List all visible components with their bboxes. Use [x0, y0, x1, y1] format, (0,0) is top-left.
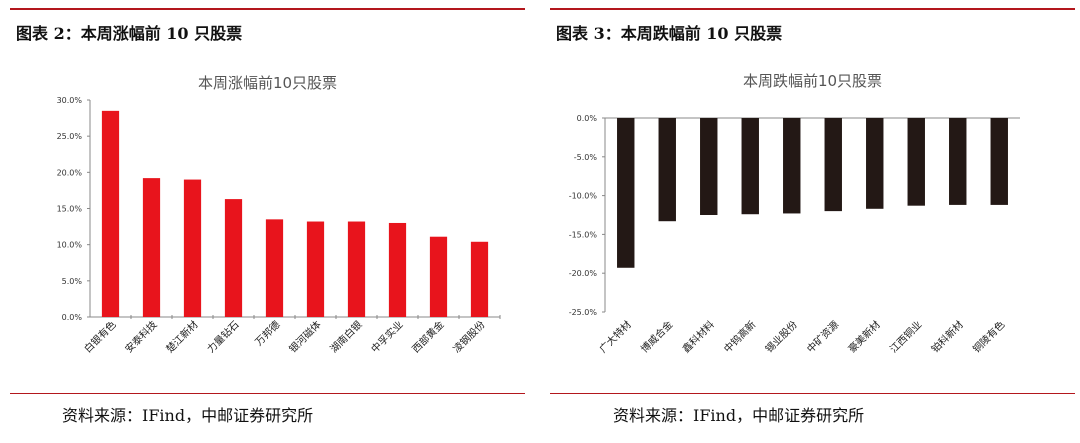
- left-bottom-rule: [10, 393, 525, 394]
- gainers-y-tick-label: 30.0%: [57, 96, 83, 105]
- gainers-y-tick-label: 25.0%: [57, 132, 83, 141]
- losers-bar: [866, 118, 884, 209]
- left-figure-title: 图表 2：本周涨幅前 10 只股票: [16, 24, 243, 43]
- losers-bar: [824, 118, 842, 212]
- gainers-bar: [183, 179, 202, 317]
- gainers-category-label: 银河磁体: [286, 318, 323, 355]
- gainers-category-label: 西部黄金: [409, 318, 446, 355]
- gainers-category-label: 凌钢股份: [450, 318, 487, 355]
- losers-category-label: 铜陵有色: [970, 318, 1007, 355]
- losers-category-label: 广大特材: [596, 318, 633, 355]
- gainers-bar: [224, 199, 243, 317]
- gainers-category-label: 力量钻石: [204, 318, 241, 355]
- losers-y-tick-label: -20.0%: [569, 269, 598, 278]
- losers-y-tick-label: -10.0%: [569, 192, 598, 201]
- losers-bar: [617, 118, 635, 268]
- losers-category-label: 铂科新材: [928, 318, 965, 355]
- losers-bar: [907, 118, 925, 206]
- losers-bar-chart: 本周跌幅前10只股票 0.0% -5.0% -10.0% -15.0% -20.0% -2…: [550, 60, 1075, 385]
- left-top-rule: [10, 8, 525, 10]
- gainers-chart-svg: 30.0% 25.0% 20.0% 15.0% 10.0% 5.0% 0.0%白银有色 安泰科…: [57, 96, 501, 355]
- gainers-category-label: 万邦德: [252, 318, 282, 348]
- gainers-bar: [429, 236, 448, 317]
- left-source-note: 资料来源：IFind，中邮证券研究所: [62, 406, 314, 425]
- losers-bar: [949, 118, 967, 205]
- right-source-note: 资料来源：IFind，中邮证券研究所: [613, 406, 865, 425]
- gainers-chart-title: 本周涨幅前10只股票: [197, 74, 338, 92]
- gainers-category-label: 安泰科技: [122, 318, 159, 355]
- gainers-bar: [142, 178, 161, 317]
- gainers-bar: [347, 221, 366, 317]
- gainers-bar: [101, 110, 120, 317]
- losers-bar: [783, 118, 801, 214]
- gainers-category-label: 楚江新材: [163, 318, 200, 355]
- losers-category-label: 江西铜业: [888, 319, 925, 356]
- losers-bar: [658, 118, 676, 222]
- losers-y-tick-label: 0.0%: [577, 114, 598, 123]
- losers-chart-svg: 0.0% -5.0% -10.0% -15.0% -20.0% -25.0%广大特材 博威合…: [569, 114, 1020, 356]
- losers-category-label: 鑫科材料: [679, 318, 716, 355]
- losers-y-tick-label: -5.0%: [574, 153, 598, 162]
- losers-category-label: 博威合金: [638, 318, 675, 355]
- gainers-category-label: 中孚实业: [368, 318, 405, 355]
- losers-category-label: 中钨高新: [721, 318, 758, 355]
- losers-category-label: 锡业股份: [762, 318, 799, 355]
- losers-category-label: 中矿资源: [804, 318, 841, 355]
- losers-y-tick-label: -25.0%: [569, 308, 598, 317]
- gainers-y-tick-label: 5.0%: [62, 277, 83, 286]
- losers-chart-title: 本周跌幅前10只股票: [742, 72, 883, 90]
- losers-bar: [990, 118, 1008, 205]
- losers-y-tick-label: -15.0%: [569, 230, 598, 239]
- gainers-bar: [470, 241, 489, 317]
- right-figure-title: 图表 3：本周跌幅前 10 只股票: [556, 24, 783, 43]
- gainers-bar: [306, 221, 325, 317]
- gainers-y-tick-label: 20.0%: [57, 168, 83, 177]
- losers-category-label: 豪美新材: [845, 318, 882, 355]
- losers-bar: [741, 118, 759, 215]
- losers-bar: [700, 118, 718, 215]
- right-bottom-rule: [550, 393, 1075, 394]
- gainers-bar-chart: 本周涨幅前10只股票 30.0% 25.0% 20.0% 15.0% 10.0% 5.0%…: [10, 60, 525, 385]
- right-top-rule: [550, 8, 1075, 10]
- gainers-y-tick-label: 0.0%: [62, 313, 83, 322]
- gainers-bar: [388, 222, 407, 317]
- gainers-y-tick-label: 15.0%: [57, 205, 83, 214]
- gainers-category-label: 湖南白银: [327, 318, 364, 355]
- gainers-y-tick-label: 10.0%: [57, 241, 83, 250]
- gainers-category-label: 白银有色: [81, 318, 118, 355]
- gainers-bar: [265, 219, 284, 317]
